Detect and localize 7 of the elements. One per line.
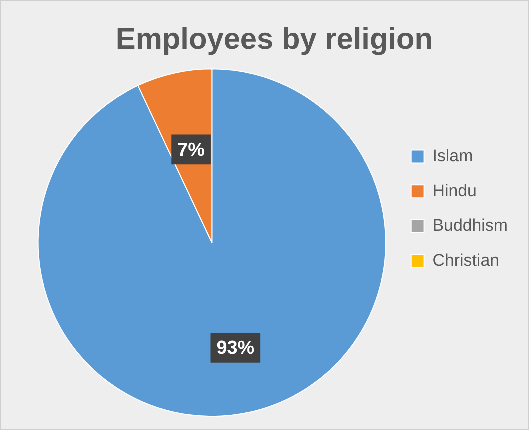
legend-label: Hindu <box>432 181 477 200</box>
legend-label: Christian <box>432 250 500 270</box>
legend-label: Buddhism <box>432 216 508 236</box>
data-label: 93% <box>216 338 255 360</box>
data-label: 7% <box>178 140 206 161</box>
legend-label: Islam <box>432 146 474 166</box>
chart-title: Employees by religion <box>116 23 433 56</box>
